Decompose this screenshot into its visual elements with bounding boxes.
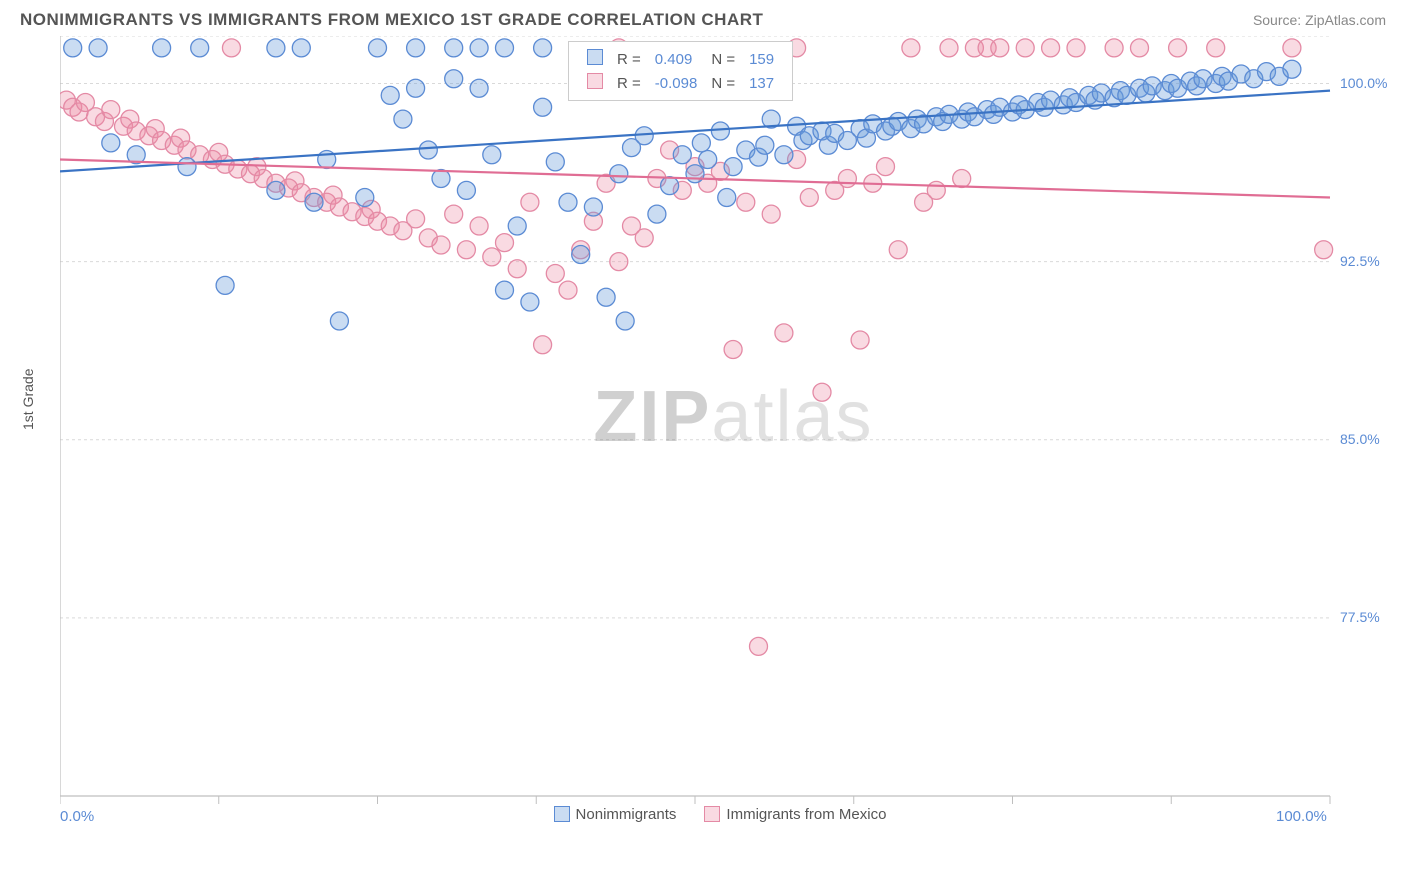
- legend-r-label: R =: [611, 72, 647, 94]
- legend-swatch: [587, 49, 603, 65]
- legend-swatch: [704, 806, 720, 822]
- legend-swatch: [587, 73, 603, 89]
- legend-swatch: [554, 806, 570, 822]
- legend-r-value: 0.409: [649, 48, 704, 70]
- legend-n-label: N =: [705, 48, 741, 70]
- correlation-legend: R =0.409N =159R =-0.098N =137: [568, 41, 793, 101]
- source-prefix: Source:: [1253, 12, 1305, 28]
- y-tick-label: 77.5%: [1340, 609, 1380, 625]
- legend-n-value: 137: [743, 72, 780, 94]
- series-legend: Nonimmigrants Immigrants from Mexico: [60, 806, 1380, 823]
- source-attribution: Source: ZipAtlas.com: [1253, 12, 1386, 28]
- legend-series-name: Nonimmigrants: [576, 806, 677, 823]
- y-tick-label: 100.0%: [1340, 75, 1387, 91]
- legend-row: R =0.409N =159: [581, 48, 780, 70]
- legend-r-value: -0.098: [649, 72, 704, 94]
- y-tick-label: 85.0%: [1340, 431, 1380, 447]
- legend-item: Nonimmigrants: [554, 806, 677, 823]
- source-link[interactable]: ZipAtlas.com: [1305, 12, 1386, 28]
- chart-header: NONIMMIGRANTS VS IMMIGRANTS FROM MEXICO …: [0, 0, 1406, 36]
- scatter-chart: [60, 36, 1380, 826]
- legend-n-value: 159: [743, 48, 780, 70]
- legend-n-label: N =: [705, 72, 741, 94]
- legend-series-name: Immigrants from Mexico: [726, 806, 886, 823]
- chart-title: NONIMMIGRANTS VS IMMIGRANTS FROM MEXICO …: [20, 10, 763, 30]
- legend-row: R =-0.098N =137: [581, 72, 780, 94]
- y-axis-label: 1st Grade: [20, 369, 36, 430]
- legend-r-label: R =: [611, 48, 647, 70]
- y-tick-label: 92.5%: [1340, 253, 1380, 269]
- legend-item: Immigrants from Mexico: [704, 806, 886, 823]
- chart-area: ZIPatlas R =0.409N =159R =-0.098N =137 7…: [60, 36, 1380, 826]
